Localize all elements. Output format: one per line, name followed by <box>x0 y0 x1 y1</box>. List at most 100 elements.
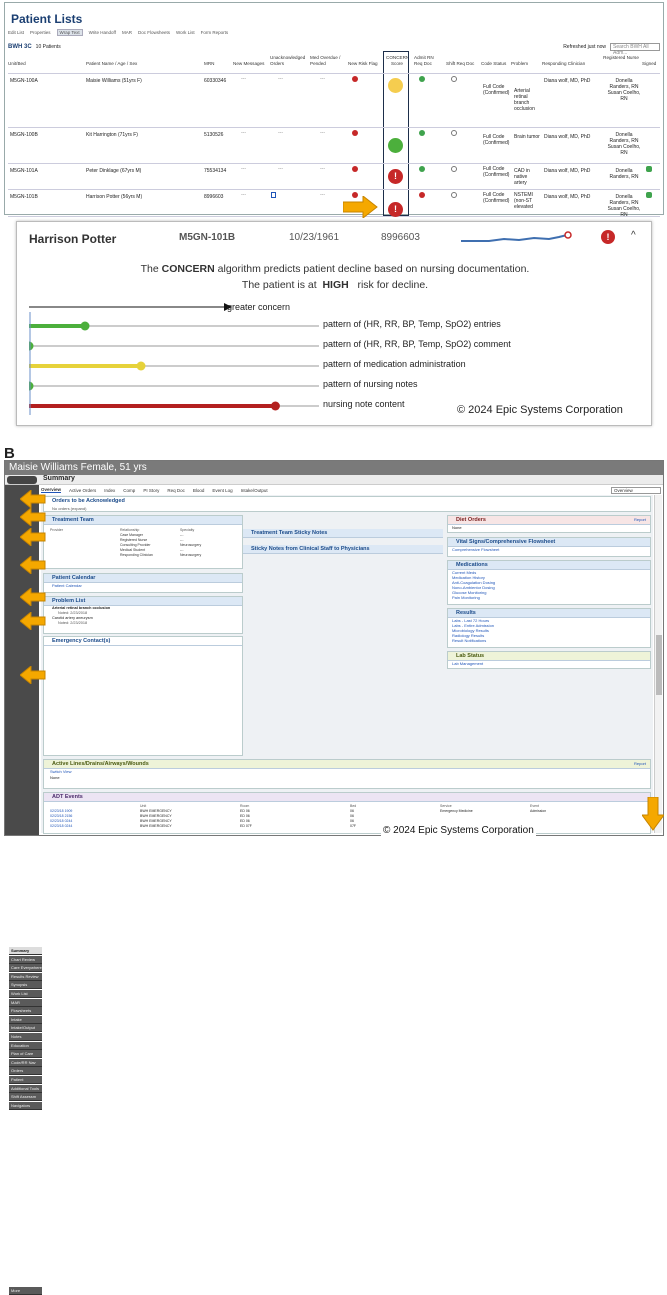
vitals-title[interactable]: Vital Signs/Comprehensive Flowsheet <box>448 538 650 547</box>
document-icon[interactable] <box>271 192 276 198</box>
work-list-button[interactable]: Work List <box>176 29 195 35</box>
result-link[interactable]: Labs - Last 72 Hours <box>452 618 490 623</box>
search-input[interactable]: Search BWH All Adm... <box>610 43 660 56</box>
medication-link[interactable]: Pain Monitoring <box>452 595 480 600</box>
col-signed[interactable]: Signed <box>642 61 657 66</box>
tab-intake-output[interactable]: Intake/Output <box>240 487 268 493</box>
write-handoff-button[interactable]: Write Handoff <box>88 29 116 35</box>
tab-overview[interactable]: Overview <box>41 487 62 493</box>
col-problem[interactable]: Problem <box>511 61 529 66</box>
col-unit-bed[interactable]: Unit/Bed <box>8 61 26 66</box>
lines-report-link[interactable]: Report <box>633 761 646 766</box>
table-row[interactable]: M5GN-100B Kit Harrington (71yrs F) 51305… <box>8 127 660 163</box>
nav-item[interactable]: Summary <box>9 947 42 955</box>
view-dropdown[interactable]: Overview <box>611 486 661 494</box>
col-med-overdue[interactable]: Med Overdue / Pended <box>310 55 341 66</box>
nav-item[interactable]: MAR <box>9 998 42 1007</box>
adt-col-header[interactable]: Unit <box>140 804 147 808</box>
lab-status-title[interactable]: Lab Status <box>448 652 650 661</box>
table-row[interactable]: M5GN-101B Harrison Potter (56yrs M) 8996… <box>8 189 660 218</box>
adt-col-header[interactable]: Event <box>530 804 539 808</box>
nav-item[interactable]: Chart Review <box>9 955 42 964</box>
table-row[interactable]: M5GN-101A Peter Dinklage (67yrs M) 75534… <box>8 163 660 189</box>
alert-icon[interactable]: ! <box>601 230 615 244</box>
lab-management-link[interactable]: Lab Management <box>452 661 484 666</box>
medications-title[interactable]: Medications <box>448 561 650 570</box>
medication-link[interactable]: Glucose Monitoring <box>452 590 487 595</box>
switch-view-link[interactable]: Switch View <box>50 769 72 774</box>
problem-item[interactable]: Arterial retinal branch occlusion <box>52 606 111 610</box>
signed-icon[interactable] <box>646 192 652 198</box>
sticky-clinical-title[interactable]: Sticky Notes from Clinical Staff to Phys… <box>243 545 443 554</box>
col-registered-nurse[interactable]: Registered Nurse <box>603 55 639 60</box>
signed-icon[interactable] <box>646 166 652 172</box>
nav-item[interactable]: Orders <box>9 1067 42 1076</box>
mar-button[interactable]: MAR <box>121 29 132 35</box>
scroll-thumb[interactable] <box>656 635 662 695</box>
col-new-messages[interactable]: New Messages <box>233 61 265 66</box>
result-link[interactable]: Radiology Results <box>452 633 485 638</box>
risk-flag-icon[interactable] <box>352 166 358 172</box>
clock-icon[interactable] <box>451 166 457 172</box>
wrap-text-button[interactable]: Wrap Text <box>56 28 83 36</box>
check-icon[interactable] <box>419 130 425 136</box>
nav-item[interactable]: Additional Tools <box>9 1084 42 1093</box>
diet-report-link[interactable]: Report <box>633 517 646 522</box>
nav-item[interactable]: Patient Instructions <box>9 1076 42 1090</box>
tab-comp[interactable]: Comp <box>123 487 136 493</box>
adt-cell[interactable]: 02/23/18 2156 <box>50 814 73 818</box>
result-link[interactable]: Result Notifications <box>452 638 487 643</box>
patient-name-cell[interactable]: Maisie Williams (51yrs F) <box>86 78 142 84</box>
col-admit-rn-doc[interactable]: Admit RN Req Doc <box>414 55 434 66</box>
col-unack-orders[interactable]: Unacknowledged Orders <box>270 55 306 66</box>
nav-item[interactable]: Flowsheets <box>9 1007 42 1016</box>
diet-title[interactable]: Diet Orders <box>448 516 650 525</box>
result-link[interactable]: Labs - Entire Admission <box>452 623 495 628</box>
concern-red-alert-icon[interactable]: ! <box>388 202 403 217</box>
adt-col-header[interactable]: Bed <box>350 804 357 808</box>
treatment-team-title[interactable]: Treatment Team <box>44 516 242 525</box>
medication-link[interactable]: Anti-Coagulation Dosing <box>452 580 496 585</box>
nav-item[interactable]: Shift Assessm <box>9 1093 42 1102</box>
adt-cell[interactable]: 02/23/18 0244 <box>50 819 73 823</box>
clock-icon[interactable] <box>451 130 457 136</box>
vitals-link[interactable]: Comprehensive Flowsheet <box>452 547 500 552</box>
calendar-link[interactable]: Patient Calendar <box>52 583 82 588</box>
alert-icon[interactable] <box>419 192 425 198</box>
patient-name-cell[interactable]: Harrison Potter (56yrs M) <box>86 194 143 200</box>
concern-red-alert-icon[interactable]: ! <box>388 169 403 184</box>
adt-col-header[interactable]: Room <box>240 804 250 808</box>
col-mrn[interactable]: MRN <box>204 61 215 66</box>
nav-item[interactable]: Intake <box>9 1015 42 1024</box>
concern-yellow-icon[interactable] <box>388 78 403 93</box>
sticky-team-title[interactable]: Treatment Team Sticky Notes <box>243 529 443 538</box>
adt-title[interactable]: ADT Events <box>44 793 650 802</box>
nav-item[interactable]: Results Review <box>9 972 42 981</box>
risk-flag-icon[interactable] <box>352 192 358 198</box>
patient-name-cell[interactable]: Peter Dinklage (67yrs M) <box>86 168 142 174</box>
results-title[interactable]: Results <box>448 609 650 618</box>
adt-cell[interactable]: 02/23/18 0244 <box>50 824 73 828</box>
nav-item[interactable]: Intake/Output <box>9 1024 42 1033</box>
nav-item[interactable]: Work List <box>9 990 42 998</box>
concern-green-icon[interactable] <box>388 138 403 153</box>
vertical-scrollbar[interactable] <box>654 495 662 833</box>
tab-index[interactable]: Index <box>104 487 116 493</box>
tab-active-orders[interactable]: Active Orders <box>69 487 97 493</box>
problem-list-title[interactable]: Problem List <box>44 597 242 606</box>
orders-subtext[interactable]: No orders (expand) <box>52 506 87 511</box>
nav-item[interactable]: Synopsis <box>9 981 42 990</box>
check-icon[interactable] <box>419 76 425 82</box>
edit-list-button[interactable]: Edit List <box>8 29 25 35</box>
tab-req-doc[interactable]: Req Doc <box>167 487 185 493</box>
adt-col-header[interactable]: Service <box>440 804 452 808</box>
nav-item[interactable]: Plan of Care <box>9 1050 42 1059</box>
nav-more-button[interactable]: More <box>9 1287 42 1295</box>
nav-item[interactable]: Education <box>9 1041 42 1050</box>
tab-blood[interactable]: Blood <box>192 487 205 493</box>
properties-button[interactable]: Properties <box>30 29 51 35</box>
medication-link[interactable]: Nono-Ambientor Dosing <box>452 585 495 590</box>
tab-pi-story[interactable]: PI Story <box>143 487 160 493</box>
col-patient-name[interactable]: Patient Name / Age / Sex <box>86 61 138 66</box>
nav-item[interactable]: Navigators <box>9 1101 42 1110</box>
